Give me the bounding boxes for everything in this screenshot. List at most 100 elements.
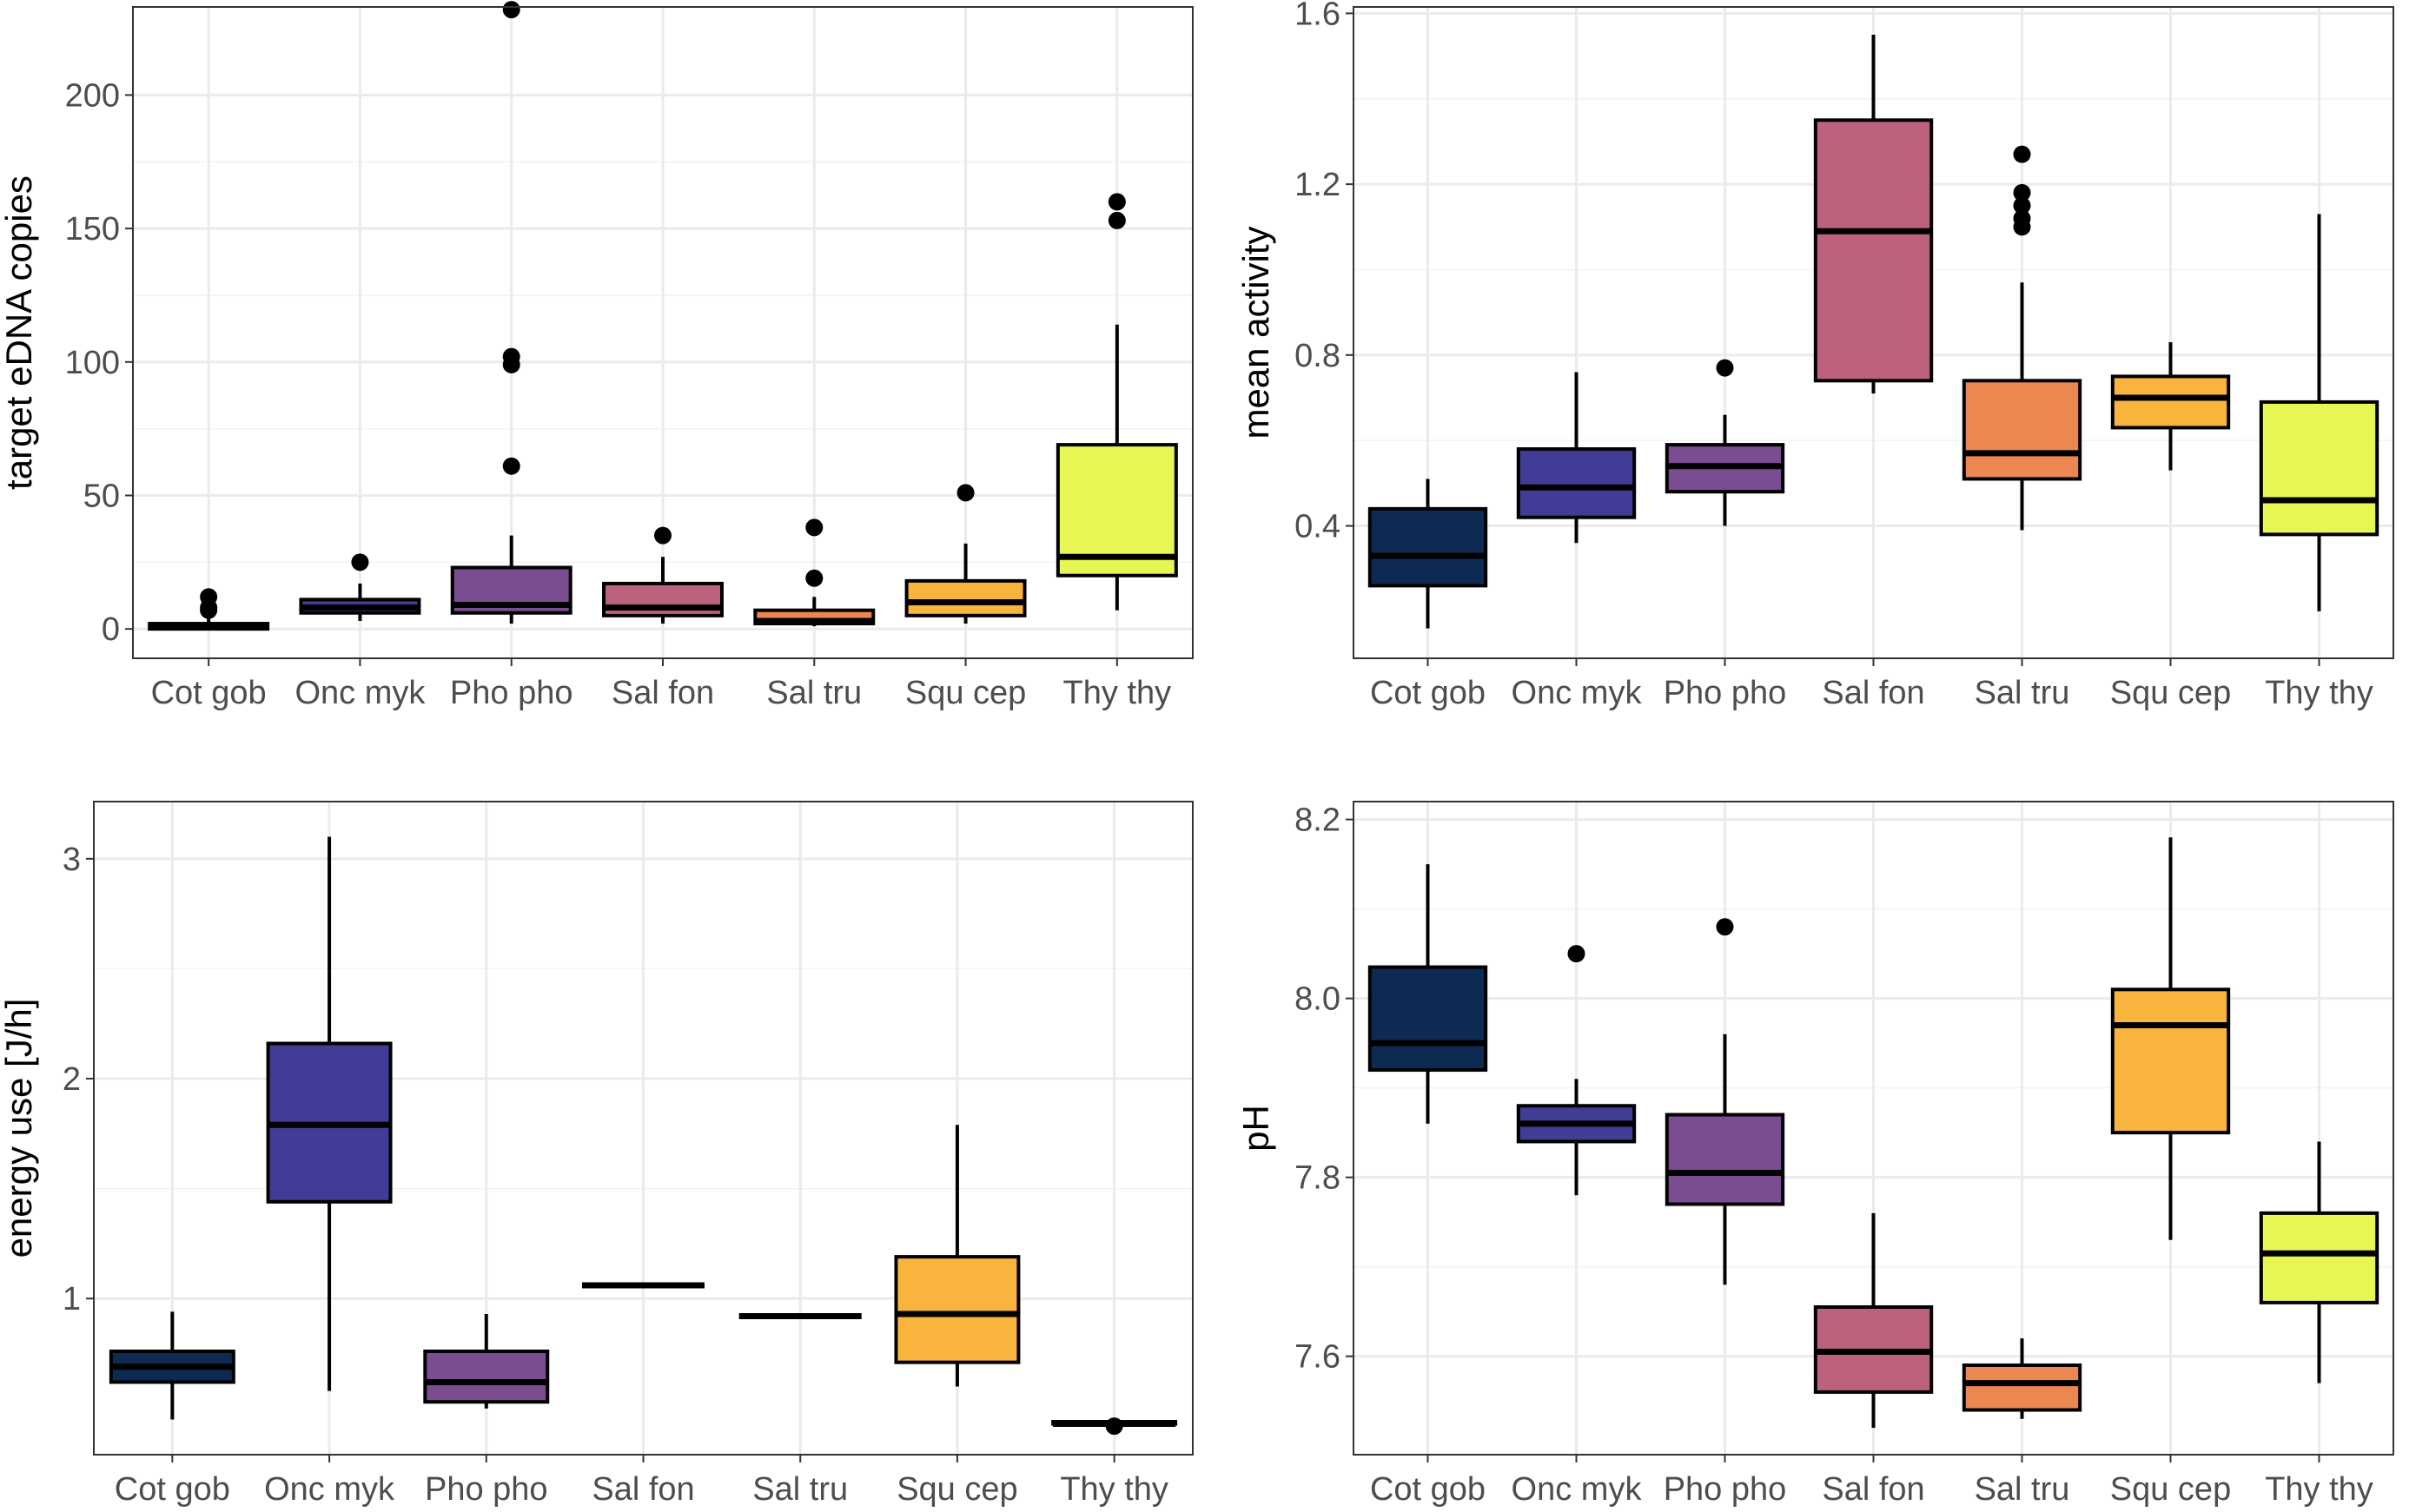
outlier-point [2013, 196, 2031, 215]
y-tick-label: 150 [65, 211, 120, 248]
y-axis-title: pH [1235, 1105, 1276, 1152]
box-iqr [1516, 447, 1637, 519]
box-squ-cep [2110, 342, 2231, 471]
box-thy-thy [1051, 1417, 1178, 1436]
box-sal-tru [1962, 1338, 2082, 1419]
box-sal-fon [1813, 1212, 1934, 1429]
box-iqr [1056, 443, 1178, 578]
box-iqr [1962, 1363, 2082, 1412]
outlier-point [351, 553, 369, 571]
x-tick-label: Pho pho [1664, 675, 1787, 711]
x-tick-label: Pho pho [1664, 1471, 1787, 1508]
x-tick-label: Cot gob [115, 1471, 230, 1508]
x-tick-label: Sal fon [1822, 675, 1924, 711]
x-tick-label: Onc myk [264, 1471, 395, 1508]
boxes-layer [1367, 34, 2379, 629]
outlier-point [1108, 211, 1126, 229]
box-squ-cep [904, 484, 1027, 624]
box-pho-pho [423, 1313, 550, 1409]
x-tick-label: Pho pho [450, 675, 573, 711]
box-cot-gob [148, 588, 270, 631]
outlier-point [502, 347, 520, 366]
box-iqr [1367, 965, 1488, 1073]
box-iqr [2110, 987, 2231, 1135]
x-tick-label: Onc myk [1512, 675, 1643, 711]
outlier-point [805, 569, 824, 587]
box-thy-thy [1056, 193, 1178, 611]
x-tick-label: Squ cep [897, 1471, 1017, 1508]
box-cot-gob [1367, 479, 1488, 629]
box-iqr [1813, 118, 1934, 383]
x-tick-label: Squ cep [2110, 1471, 2231, 1508]
y-tick-label: 1 [63, 1281, 81, 1317]
x-tick-label: Thy thy [1060, 1471, 1168, 1508]
boxes-layer [1367, 837, 2379, 1429]
x-tick-label: Sal tru [1975, 1471, 2070, 1508]
boxes-layer [109, 836, 1178, 1436]
outlier-point [200, 588, 218, 606]
x-tick-label: Sal fon [592, 1471, 694, 1508]
outlier-point [2013, 209, 2031, 228]
outlier-point [1716, 359, 1734, 377]
x-tick-label: Sal fon [612, 675, 714, 711]
box-sal-tru [753, 518, 876, 627]
outlier-point [502, 457, 520, 475]
boxes-layer [148, 1, 1178, 631]
ticks-layer: 7.6 7.8 8.0 8.2 Cot gob Onc myk Pho pho Sal fon… [1294, 802, 2373, 1508]
y-tick-label: 0.4 [1294, 509, 1340, 545]
y-axis-title: target eDNA copies [0, 175, 39, 490]
box-iqr [2110, 374, 2231, 430]
x-tick-label: Onc myk [295, 675, 426, 711]
y-tick-label: 100 [65, 345, 120, 381]
y-tick-label: 0 [102, 611, 120, 648]
y-tick-label: 1.6 [1294, 0, 1340, 32]
outlier-point [956, 484, 975, 502]
y-tick-label: 7.6 [1294, 1339, 1340, 1376]
ticks-layer: 0.4 0.8 1.2 1.6 Cot gob Onc myk Pho pho Sal fon… [1294, 0, 2373, 711]
x-tick-label: Cot gob [1370, 1471, 1486, 1508]
outlier-point [1716, 918, 1734, 936]
x-tick-label: Thy thy [1063, 675, 1172, 711]
panel-target-edna: 0 50 100 150 200 Cot gob Onc myk Pho pho Sal fon… [0, 1, 1194, 711]
box-iqr [1665, 1113, 1785, 1206]
outlier-point [1108, 193, 1126, 211]
box-iqr [1962, 379, 2082, 481]
outlier-point [1105, 1417, 1123, 1436]
x-tick-label: Sal tru [1975, 675, 2070, 711]
x-tick-label: Cot gob [151, 675, 267, 711]
y-axis-title: mean activity [1235, 226, 1276, 439]
outlier-point [2013, 183, 2031, 201]
box-iqr [602, 581, 724, 617]
outlier-point [654, 526, 672, 545]
x-tick-label: Cot gob [1370, 675, 1486, 711]
x-tick-label: Thy thy [2265, 1471, 2373, 1508]
outlier-point [502, 1, 520, 19]
y-axis-title: energy use [J/h] [0, 999, 39, 1258]
box-onc-myk [1516, 372, 1637, 544]
outlier-point [2013, 145, 2031, 163]
x-tick-label: Pho pho [425, 1471, 548, 1508]
y-tick-label: 2 [63, 1061, 81, 1098]
panel-mean-activity: 0.4 0.8 1.2 1.6 Cot gob Onc myk Pho pho Sal fon… [1235, 0, 2394, 711]
box-thy-thy [2259, 1141, 2379, 1383]
outlier-point [805, 518, 824, 537]
box-iqr [904, 578, 1027, 617]
box-onc-myk [299, 553, 421, 621]
box-sal-fon [602, 526, 724, 624]
y-tick-label: 200 [65, 77, 120, 114]
y-tick-label: 8.2 [1294, 802, 1340, 839]
box-squ-cep [2110, 837, 2231, 1240]
x-tick-label: Sal tru [766, 675, 862, 711]
box-thy-thy [2259, 214, 2379, 611]
gridlines [1353, 7, 2393, 658]
box-cot-gob [1367, 864, 1488, 1124]
box-iqr [423, 1349, 550, 1404]
y-tick-label: 1.2 [1294, 167, 1340, 203]
ticks-layer: 0 50 100 150 200 Cot gob Onc myk Pho pho Sal fon… [65, 77, 1172, 711]
y-tick-label: 50 [83, 479, 120, 515]
x-tick-label: Onc myk [1512, 1471, 1643, 1508]
box-sal-tru [1962, 145, 2082, 531]
box-iqr [2259, 1211, 2379, 1304]
outlier-point [1567, 945, 1585, 963]
